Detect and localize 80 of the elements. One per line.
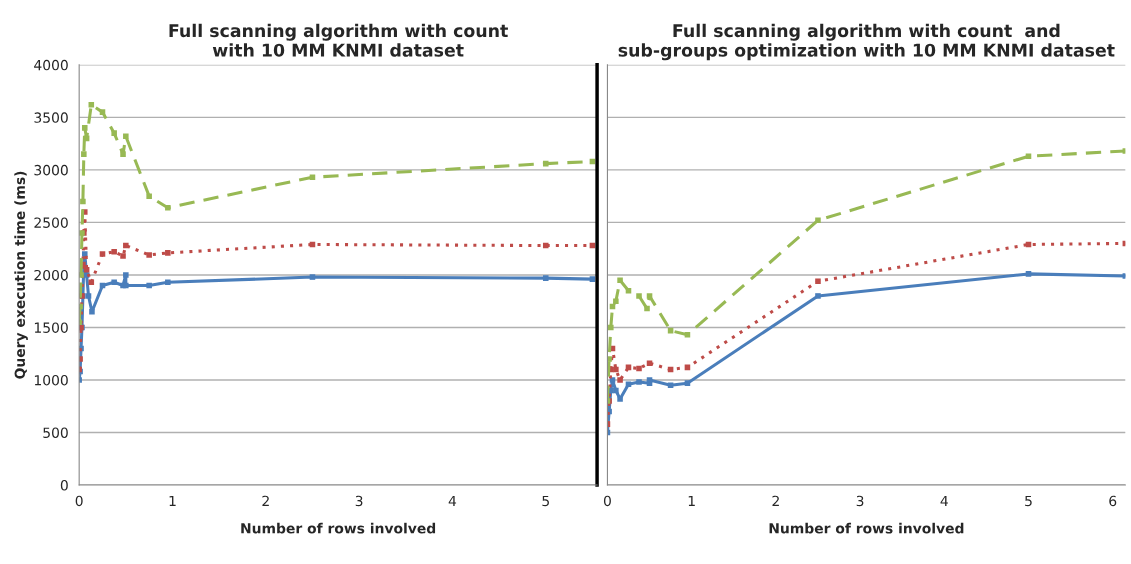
point bbox=[617, 396, 623, 402]
point bbox=[617, 377, 623, 383]
x-tick-label: 0 bbox=[603, 495, 611, 507]
chart-title: Full scanning algorithm with count with 10 MM KNMI dataset bbox=[169, 23, 508, 57]
y-axis-title: Query execution time (ms) bbox=[14, 171, 28, 379]
point bbox=[684, 332, 691, 338]
point bbox=[636, 293, 642, 299]
point bbox=[646, 360, 653, 366]
point bbox=[120, 151, 126, 157]
point bbox=[165, 279, 171, 286]
point bbox=[1025, 153, 1032, 160]
point bbox=[309, 274, 316, 280]
point bbox=[607, 356, 612, 362]
y-tick-label: 1000 bbox=[34, 374, 68, 386]
point bbox=[88, 102, 95, 108]
point bbox=[165, 204, 171, 211]
point bbox=[625, 381, 632, 387]
y-tick-label: 3500 bbox=[34, 112, 68, 123]
x-tick-label: 3 bbox=[355, 495, 363, 507]
point bbox=[123, 272, 129, 278]
point bbox=[146, 282, 152, 289]
point bbox=[613, 298, 619, 304]
x-tick-label: 1 bbox=[169, 495, 176, 507]
point bbox=[636, 379, 642, 385]
point bbox=[81, 125, 88, 131]
point bbox=[815, 293, 821, 299]
point bbox=[609, 377, 616, 383]
point bbox=[79, 272, 84, 278]
point bbox=[85, 293, 92, 299]
point bbox=[123, 133, 129, 140]
point bbox=[542, 160, 549, 167]
point bbox=[111, 279, 117, 286]
x-tick-label: 6 bbox=[1109, 495, 1117, 507]
y-tick-label: 1500 bbox=[34, 322, 68, 333]
point bbox=[613, 366, 619, 373]
x-tick-label: 1 bbox=[688, 495, 695, 507]
point bbox=[123, 242, 129, 249]
point bbox=[667, 382, 674, 389]
point bbox=[309, 174, 316, 181]
point bbox=[636, 365, 642, 372]
point bbox=[99, 109, 106, 115]
x-axis-title: Number of rows involved bbox=[769, 522, 964, 534]
y-tick-label: 500 bbox=[43, 427, 68, 438]
x-tick-label: 4 bbox=[448, 495, 457, 507]
point bbox=[89, 308, 95, 315]
point bbox=[120, 253, 126, 259]
point bbox=[613, 387, 619, 394]
point bbox=[146, 252, 152, 258]
y-tick-label: 2000 bbox=[34, 269, 68, 281]
point bbox=[111, 249, 117, 255]
chart-title: Full scanning algorithm with count and sub-groups optimization with 10 MM KNMI dataset bbox=[618, 23, 1115, 61]
point bbox=[542, 275, 549, 281]
y-tick-label: 0 bbox=[60, 480, 68, 491]
x-tick-label: 5 bbox=[1025, 495, 1032, 507]
x-tick-label: 2 bbox=[772, 495, 779, 507]
point bbox=[99, 251, 106, 257]
x-tick-label: 5 bbox=[542, 495, 549, 507]
point bbox=[589, 276, 596, 282]
point bbox=[81, 151, 87, 157]
y-tick-label: 3000 bbox=[34, 164, 68, 176]
x-tick-label: 4 bbox=[940, 495, 948, 507]
point bbox=[80, 198, 86, 205]
x-tick-label: 0 bbox=[75, 495, 83, 507]
x-axis-title: Number of rows involved bbox=[241, 522, 436, 534]
point bbox=[617, 277, 623, 283]
point bbox=[542, 242, 549, 249]
point bbox=[644, 305, 650, 312]
point bbox=[684, 380, 691, 386]
point bbox=[815, 217, 821, 224]
point bbox=[815, 278, 821, 285]
point bbox=[111, 130, 117, 136]
y-tick-label: 4000 bbox=[34, 59, 68, 71]
point bbox=[608, 324, 614, 331]
point bbox=[646, 293, 653, 299]
x-tick-label: 2 bbox=[262, 495, 269, 507]
point bbox=[146, 193, 152, 199]
point bbox=[165, 250, 171, 256]
point bbox=[1025, 271, 1032, 277]
y-tick-label: 2500 bbox=[34, 217, 68, 228]
x-tick-label: 3 bbox=[856, 495, 864, 507]
